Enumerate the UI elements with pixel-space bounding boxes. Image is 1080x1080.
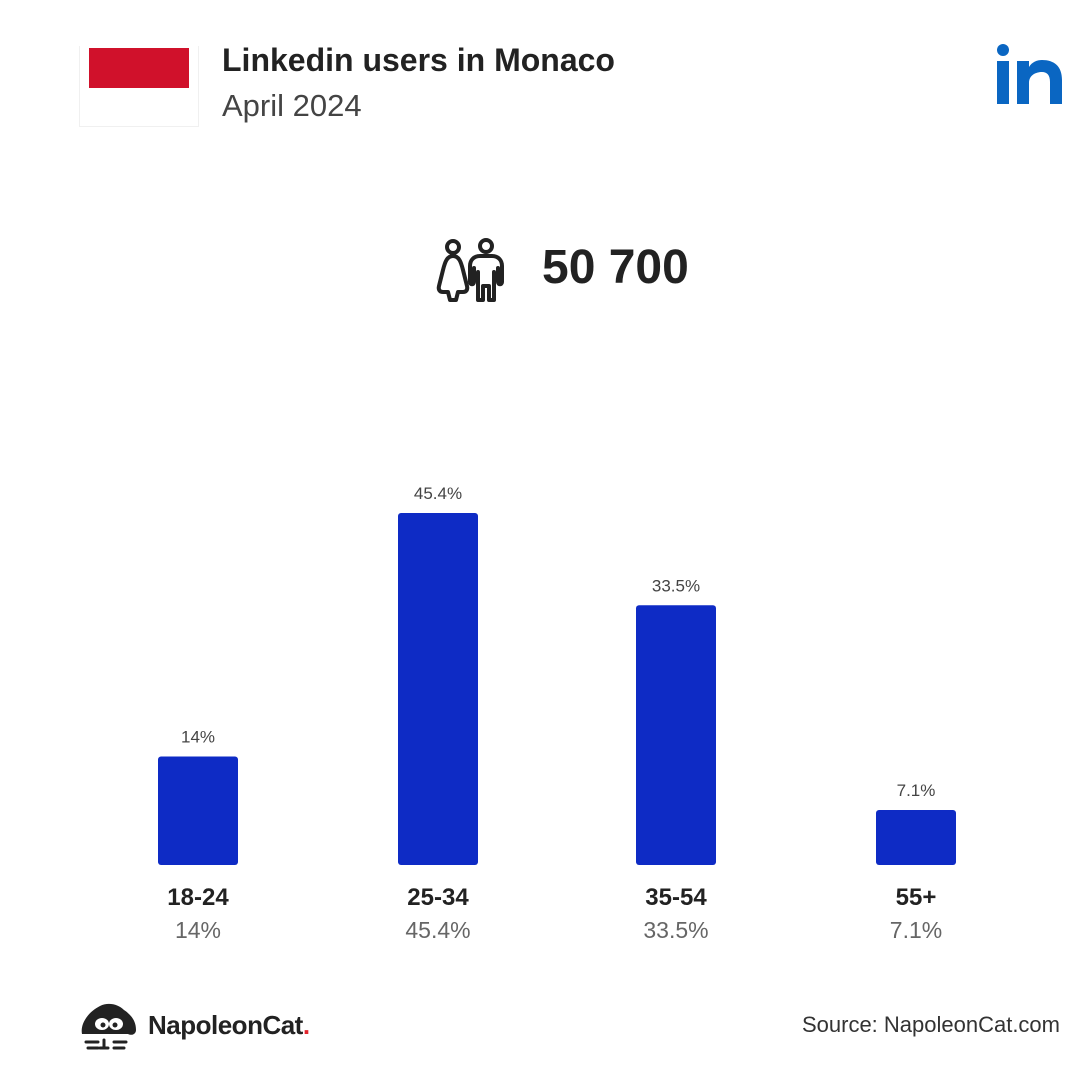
brand-name: NapoleonCat xyxy=(148,1010,303,1040)
bar-value-label: 14% xyxy=(181,727,215,746)
bar-value-label: 45.4% xyxy=(414,484,462,503)
category-percent: 45.4% xyxy=(405,917,470,943)
category-label: 55+ xyxy=(896,884,937,911)
users-icon xyxy=(436,238,504,302)
total-users-value: 50 700 xyxy=(542,241,689,294)
napoleoncat-brand: NapoleonCat. xyxy=(78,1000,338,1052)
chart-subtitle: April 2024 xyxy=(222,88,362,123)
bar-value-label: 33.5% xyxy=(652,576,700,595)
age-bar-chart: 14% 18-24 14% 45.4% 25-34 45.4% 33.5% 35-54 33.5… xyxy=(158,484,956,943)
category-percent: 7.1% xyxy=(890,917,942,943)
bar-value-label: 7.1% xyxy=(897,781,936,800)
bar-35-54 xyxy=(636,605,716,865)
bar-55+ xyxy=(876,809,956,865)
brand-dot: . xyxy=(302,1010,310,1040)
source-note: Source: NapoleonCat.com xyxy=(801,1012,1060,1037)
logo-i-stem xyxy=(997,61,1009,104)
logo-n xyxy=(1017,60,1062,104)
category-percent: 33.5% xyxy=(643,917,708,943)
monaco-flag xyxy=(79,46,199,127)
category-label: 18-24 xyxy=(167,884,229,911)
bar-18-24 xyxy=(158,756,238,865)
category-label: 35-54 xyxy=(645,884,707,911)
total-users: 50 700 xyxy=(436,236,766,308)
logo-dot xyxy=(997,44,1009,56)
flag-red-band xyxy=(89,48,189,88)
napoleoncat-logo-icon xyxy=(81,1003,136,1050)
linkedin-logo-icon xyxy=(997,44,1062,104)
bar-25-34 xyxy=(398,513,478,865)
category-percent: 14% xyxy=(175,917,221,943)
category-label: 25-34 xyxy=(407,884,469,911)
chart-title: Linkedin users in Monaco xyxy=(222,42,615,78)
